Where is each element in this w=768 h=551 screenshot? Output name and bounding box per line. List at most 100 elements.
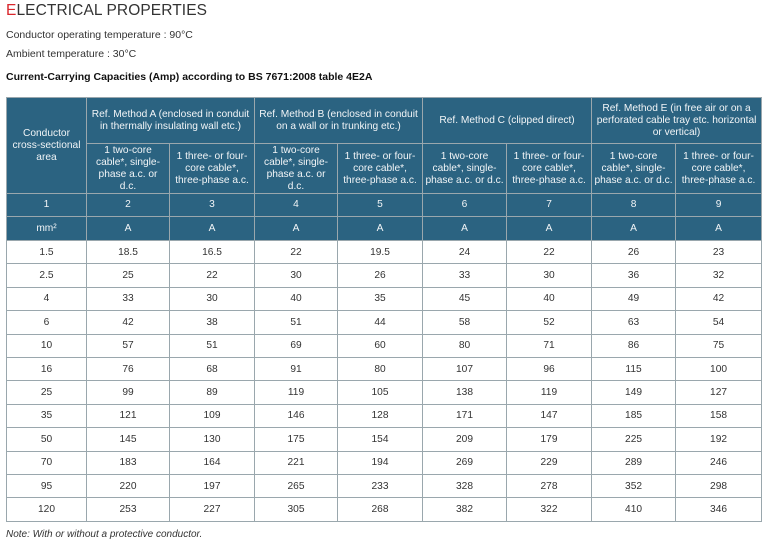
capacity-cell: 80 [337,356,424,382]
capacity-cell: 149 [591,380,677,405]
capacity-cell: 233 [337,473,424,499]
capacity-cell: 30 [168,286,256,312]
capacity-cell: 179 [506,427,593,452]
capacity-cell: 35 [337,286,424,312]
capacity-cell: 75 [675,333,763,358]
header-column-number: 4 [254,193,339,217]
capacity-cell: 51 [254,310,339,335]
capacity-cell: 158 [675,403,763,429]
capacity-cell: 63 [591,310,677,335]
header-sub-column: 1 two-core cable*, single-phase a.c. or … [86,143,170,194]
capacity-cell: 26 [591,239,677,265]
header-area: Conductor cross-sectional area [6,97,87,194]
capacity-cell: 105 [337,380,424,405]
capacity-cell: 22 [254,239,339,265]
capacity-cell: 109 [168,403,256,429]
header-sub-column: 1 three- or four-core cable*, three-phas… [337,143,424,194]
title-first-letter: E [6,2,17,19]
capacity-cell: 268 [337,497,424,522]
capacity-cell: 127 [675,380,763,405]
capacity-cell: 128 [337,403,424,429]
capacity-cell: 22 [168,263,256,288]
table-row: 10 57 51 69 60 80 71 86 75 [6,333,763,358]
capacity-cell: 289 [591,450,677,475]
capacity-cell: 51 [168,333,256,358]
capacity-cell: 42 [86,310,170,335]
capacity-cell: 197 [168,473,256,499]
table-row: 25 99 89 119 105 138 119 149 127 [6,380,763,405]
capacity-cell: 60 [337,333,424,358]
header-unit: A [591,216,677,241]
capacity-cell: 23 [675,239,763,265]
capacity-cell: 96 [506,356,593,382]
header-sub-column: 1 two-core cable*, single-phase a.c. or … [254,143,339,194]
header-column-number: 3 [168,193,256,217]
table-row: 35 121 109 146 128 171 147 185 158 [6,403,763,429]
header-method-c: Ref. Method C (clipped direct) [422,97,593,144]
capacity-cell: 185 [591,403,677,429]
header-sub-column: 1 three- or four-core cable*, three-phas… [675,143,763,194]
capacity-cell: 30 [254,263,339,288]
header-unit: A [337,216,424,241]
capacity-cell: 25 [86,263,170,288]
capacity-cell: 328 [422,473,508,499]
area-cell: 70 [6,450,87,475]
header-sub-column: 1 two-core cable*, single-phase a.c. or … [591,143,677,194]
capacity-cell: 49 [591,286,677,312]
capacity-cell: 305 [254,497,339,522]
capacity-cell: 119 [254,380,339,405]
area-cell: 25 [6,380,87,405]
header-method-b: Ref. Method B (enclosed in conduit on a … [254,97,424,144]
capacity-cell: 89 [168,380,256,405]
capacity-cell: 147 [506,403,593,429]
capacity-cell: 121 [86,403,170,429]
table-row: 6 42 38 51 44 58 52 63 54 [6,310,763,335]
capacity-cell: 100 [675,356,763,382]
capacity-cell: 183 [86,450,170,475]
area-cell: 1.5 [6,239,87,265]
title-rest: LECTRICAL PROPERTIES [16,2,208,19]
table-row: 95 220 197 265 233 328 278 352 298 [6,473,763,499]
capacity-cell: 91 [254,356,339,382]
capacity-cell: 32 [675,263,763,288]
table-row: 70 183 164 221 194 269 229 289 246 [6,450,763,475]
header-unit: A [254,216,339,241]
capacity-cell: 40 [254,286,339,312]
capacity-cell: 30 [506,263,593,288]
footnote: Note: With or without a protective condu… [6,529,203,540]
capacity-cell: 229 [506,450,593,475]
capacity-cell: 221 [254,450,339,475]
capacity-cell: 175 [254,427,339,452]
capacity-cell: 42 [675,286,763,312]
capacity-cell: 76 [86,356,170,382]
capacity-cell: 269 [422,450,508,475]
capacity-cell: 130 [168,427,256,452]
capacity-cell: 164 [168,450,256,475]
capacity-cell: 119 [506,380,593,405]
capacity-cell: 346 [675,497,763,522]
capacity-cell: 71 [506,333,593,358]
header-unit: A [168,216,256,241]
capacity-cell: 99 [86,380,170,405]
capacity-cell: 40 [506,286,593,312]
capacity-cell: 227 [168,497,256,522]
capacity-cell: 54 [675,310,763,335]
table-caption: Current-Carrying Capacities (Amp) accord… [6,71,373,83]
capacity-cell: 22 [506,239,593,265]
capacity-cell: 24 [422,239,508,265]
header-unit: mm² [6,216,87,241]
conductor-temperature: Conductor operating temperature : 90°C [6,29,193,41]
area-cell: 35 [6,403,87,429]
header-column-number: 8 [591,193,677,217]
capacity-cell: 16.5 [168,239,256,265]
capacity-cell: 69 [254,333,339,358]
header-method-e: Ref. Method E (in free air or on a perfo… [591,97,763,144]
capacity-cell: 194 [337,450,424,475]
capacity-cell: 58 [422,310,508,335]
header-unit: A [422,216,508,241]
area-cell: 120 [6,497,87,522]
table-row: 1.5 18.5 16.5 22 19.5 24 22 26 23 [6,239,763,265]
table-row: 50 145 130 175 154 209 179 225 192 [6,427,763,452]
header-column-number: 1 [6,193,87,217]
capacity-cell: 352 [591,473,677,499]
